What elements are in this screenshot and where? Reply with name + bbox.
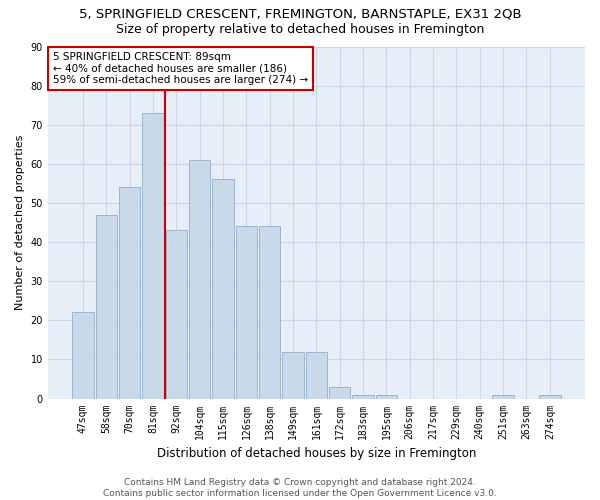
- Bar: [166, 230, 187, 398]
- Text: Size of property relative to detached houses in Fremington: Size of property relative to detached ho…: [116, 22, 484, 36]
- Bar: [259, 226, 280, 398]
- Bar: [189, 160, 211, 398]
- Bar: [119, 188, 140, 398]
- Bar: [95, 214, 117, 398]
- Bar: [352, 394, 374, 398]
- Text: Contains HM Land Registry data © Crown copyright and database right 2024.
Contai: Contains HM Land Registry data © Crown c…: [103, 478, 497, 498]
- Bar: [72, 312, 94, 398]
- Bar: [283, 352, 304, 399]
- Bar: [142, 113, 164, 399]
- Bar: [329, 387, 350, 398]
- Bar: [539, 394, 560, 398]
- Text: 5 SPRINGFIELD CRESCENT: 89sqm
← 40% of detached houses are smaller (186)
59% of : 5 SPRINGFIELD CRESCENT: 89sqm ← 40% of d…: [53, 52, 308, 85]
- Bar: [305, 352, 327, 399]
- X-axis label: Distribution of detached houses by size in Fremington: Distribution of detached houses by size …: [157, 447, 476, 460]
- Bar: [376, 394, 397, 398]
- Text: 5, SPRINGFIELD CRESCENT, FREMINGTON, BARNSTAPLE, EX31 2QB: 5, SPRINGFIELD CRESCENT, FREMINGTON, BAR…: [79, 8, 521, 20]
- Bar: [236, 226, 257, 398]
- Bar: [212, 180, 234, 398]
- Bar: [493, 394, 514, 398]
- Y-axis label: Number of detached properties: Number of detached properties: [15, 135, 25, 310]
